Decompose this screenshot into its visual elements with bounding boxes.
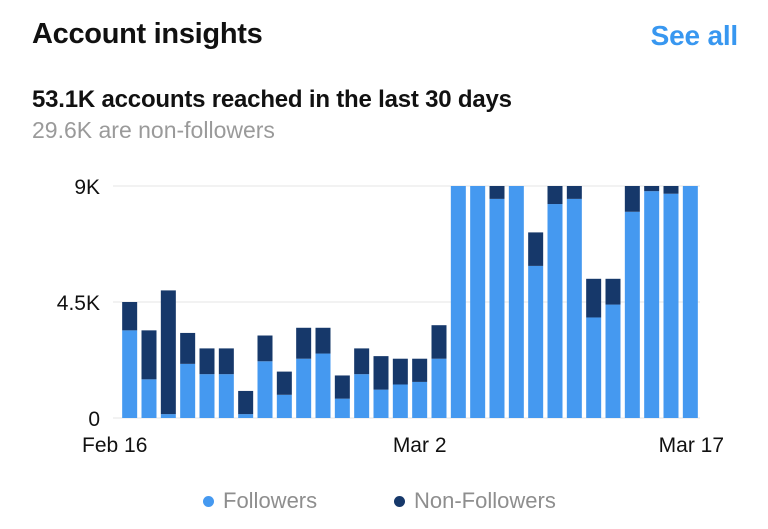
bar-followers <box>566 198 582 418</box>
bar-followers <box>644 191 660 418</box>
bar-non-followers <box>528 232 544 266</box>
bar-non-followers <box>354 348 370 375</box>
y-tick-label: 4.5K <box>57 292 100 315</box>
bar-non-followers <box>160 290 176 415</box>
non-followers-legend-dot <box>394 495 405 507</box>
bar-non-followers <box>431 325 447 359</box>
bar-followers <box>682 186 698 418</box>
bar-followers <box>392 384 408 418</box>
bar-followers <box>122 330 138 418</box>
bar-followers <box>431 358 447 418</box>
bar-followers <box>257 361 273 418</box>
bar-followers <box>238 414 254 418</box>
bar-non-followers <box>315 327 331 354</box>
bar-followers <box>586 317 602 418</box>
bar-followers <box>663 193 679 418</box>
bar-followers <box>141 379 157 418</box>
bar-followers <box>470 186 486 418</box>
legend-item-non-followers: Non-Followers <box>394 488 556 514</box>
bar-non-followers <box>199 348 215 375</box>
bar-followers <box>547 204 563 418</box>
followers-legend-dot <box>203 495 214 507</box>
bar-followers <box>450 186 466 418</box>
bar-non-followers <box>218 348 234 375</box>
bar-followers <box>412 381 428 418</box>
x-tick-label: Mar 2 <box>393 434 447 457</box>
bar-followers <box>605 304 621 418</box>
bar-non-followers <box>663 186 679 194</box>
bar-non-followers <box>624 186 640 212</box>
bar-followers <box>354 374 370 418</box>
legend-label-followers: Followers <box>223 488 318 513</box>
bar-followers <box>334 398 350 418</box>
see-all-link[interactable]: See all <box>650 20 739 51</box>
bar-followers <box>373 389 389 418</box>
legend-item-followers: Followers <box>203 488 317 514</box>
bar-non-followers <box>373 356 389 390</box>
bar-non-followers <box>180 332 196 364</box>
bar-non-followers <box>276 371 292 395</box>
reach-headline: 53.1K accounts reached in the last 30 da… <box>32 86 512 113</box>
legend-label-non-followers: Non-Followers <box>414 488 556 513</box>
bar-followers <box>199 374 215 418</box>
bar-non-followers <box>547 186 563 205</box>
x-tick-label: Mar 17 <box>659 434 724 457</box>
bar-followers <box>218 374 234 418</box>
bar-followers <box>315 353 331 418</box>
bar-followers <box>508 186 524 418</box>
bar-non-followers <box>257 335 273 362</box>
bar-non-followers <box>489 186 505 199</box>
bar-followers <box>180 363 196 418</box>
bar-non-followers <box>412 358 428 382</box>
bar-followers <box>624 211 640 418</box>
bar-non-followers <box>586 278 602 318</box>
bar-followers <box>160 414 176 418</box>
bar-non-followers <box>238 390 254 415</box>
x-tick-label: Feb 16 <box>82 434 147 457</box>
reach-subtext: 29.6K are non-followers <box>32 117 275 143</box>
bar-followers <box>296 358 312 418</box>
bar-non-followers <box>644 186 660 192</box>
bar-non-followers <box>334 375 350 399</box>
bar-non-followers <box>122 302 138 331</box>
bar-non-followers <box>605 278 621 305</box>
y-tick-label: 0 <box>88 408 100 431</box>
bar-non-followers <box>566 186 582 199</box>
bar-followers <box>489 198 505 418</box>
bar-non-followers <box>296 327 312 359</box>
bar-followers <box>528 265 544 418</box>
bar-non-followers <box>392 358 408 385</box>
page-title: Account insights <box>32 18 263 50</box>
bar-non-followers <box>141 330 157 380</box>
bar-followers <box>276 394 292 418</box>
y-tick-label: 9K <box>74 176 100 199</box>
